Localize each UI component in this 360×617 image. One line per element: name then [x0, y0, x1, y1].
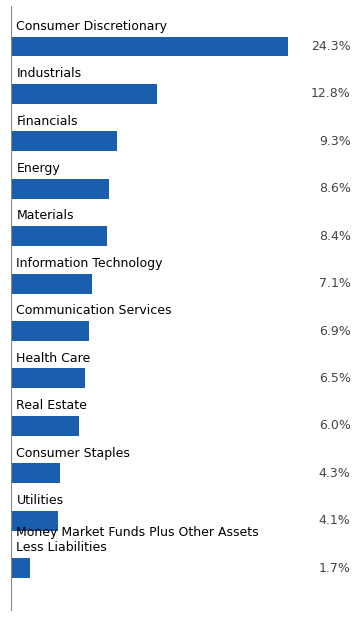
- Bar: [11, 558, 30, 578]
- Bar: [11, 511, 58, 531]
- Bar: [11, 416, 79, 436]
- Text: Communication Services: Communication Services: [17, 304, 172, 317]
- Bar: [11, 36, 288, 56]
- Text: Industrials: Industrials: [17, 67, 82, 80]
- Text: 8.6%: 8.6%: [319, 182, 351, 195]
- Bar: [11, 463, 60, 483]
- Bar: [11, 368, 85, 389]
- Text: 4.1%: 4.1%: [319, 514, 351, 527]
- Bar: [11, 131, 117, 151]
- Text: Consumer Staples: Consumer Staples: [17, 447, 130, 460]
- Text: 9.3%: 9.3%: [319, 135, 351, 148]
- Text: Financials: Financials: [17, 115, 78, 128]
- Bar: [11, 84, 157, 104]
- Text: Information Technology: Information Technology: [17, 257, 163, 270]
- Bar: [11, 274, 92, 294]
- Text: 8.4%: 8.4%: [319, 230, 351, 242]
- Bar: [11, 179, 109, 199]
- Bar: [11, 226, 107, 246]
- Text: Energy: Energy: [17, 162, 60, 175]
- Text: 6.9%: 6.9%: [319, 325, 351, 337]
- Text: 6.5%: 6.5%: [319, 372, 351, 385]
- Text: 1.7%: 1.7%: [319, 561, 351, 574]
- Text: Real Estate: Real Estate: [17, 399, 87, 412]
- Text: Utilities: Utilities: [17, 494, 64, 507]
- Text: 12.8%: 12.8%: [311, 88, 351, 101]
- Text: Money Market Funds Plus Other Assets
Less Liabilities: Money Market Funds Plus Other Assets Les…: [17, 526, 259, 555]
- Text: Consumer Discretionary: Consumer Discretionary: [17, 20, 167, 33]
- Text: 7.1%: 7.1%: [319, 277, 351, 290]
- Text: Materials: Materials: [17, 209, 74, 222]
- Text: 24.3%: 24.3%: [311, 40, 351, 53]
- Text: 6.0%: 6.0%: [319, 420, 351, 433]
- Bar: [11, 321, 90, 341]
- Text: 4.3%: 4.3%: [319, 467, 351, 480]
- Text: Health Care: Health Care: [17, 352, 91, 365]
